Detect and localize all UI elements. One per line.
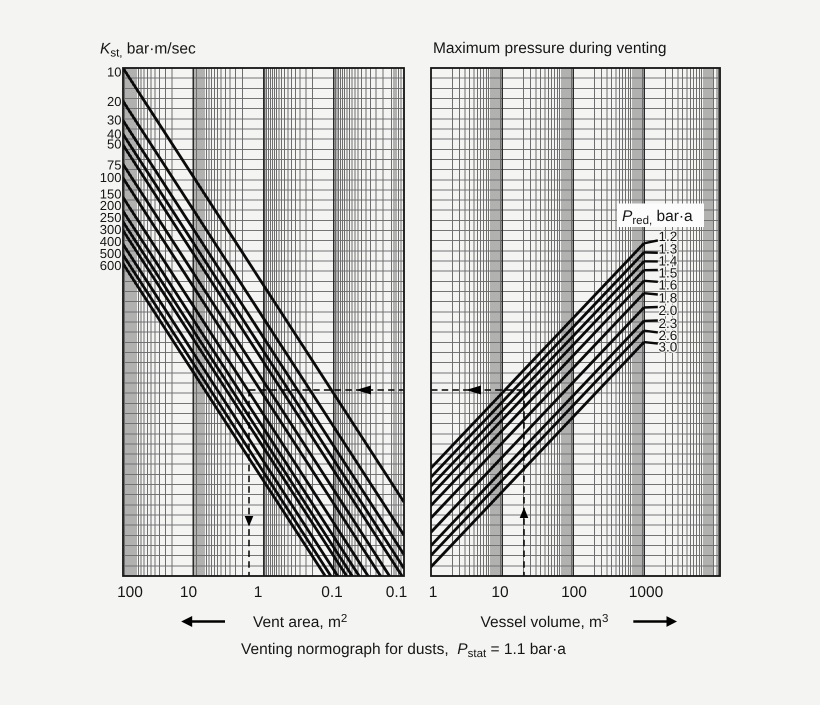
- svg-text:1000: 1000: [629, 584, 664, 601]
- svg-text:Vessel volume, m3: Vessel volume, m3: [481, 613, 609, 631]
- svg-text:20: 20: [107, 94, 121, 109]
- svg-text:100: 100: [561, 584, 587, 601]
- svg-text:Venting normograph for dusts,: Venting normograph for dusts, Pstat = 1.…: [241, 641, 566, 660]
- svg-text:0.1: 0.1: [386, 584, 408, 601]
- svg-text:50: 50: [107, 137, 121, 152]
- svg-text:600: 600: [100, 258, 122, 273]
- svg-text:3.0: 3.0: [659, 339, 678, 354]
- svg-text:100: 100: [117, 584, 143, 601]
- svg-text:10: 10: [180, 584, 198, 601]
- svg-text:10: 10: [491, 584, 509, 601]
- svg-text:100: 100: [100, 170, 122, 185]
- svg-text:1: 1: [254, 584, 263, 601]
- svg-text:1: 1: [429, 584, 438, 601]
- svg-text:10: 10: [107, 65, 121, 80]
- svg-text:Vent area, m2: Vent area, m2: [253, 613, 347, 631]
- svg-text:Maximum pressure during ventin: Maximum pressure during venting: [433, 40, 666, 57]
- svg-text:0.1: 0.1: [321, 584, 343, 601]
